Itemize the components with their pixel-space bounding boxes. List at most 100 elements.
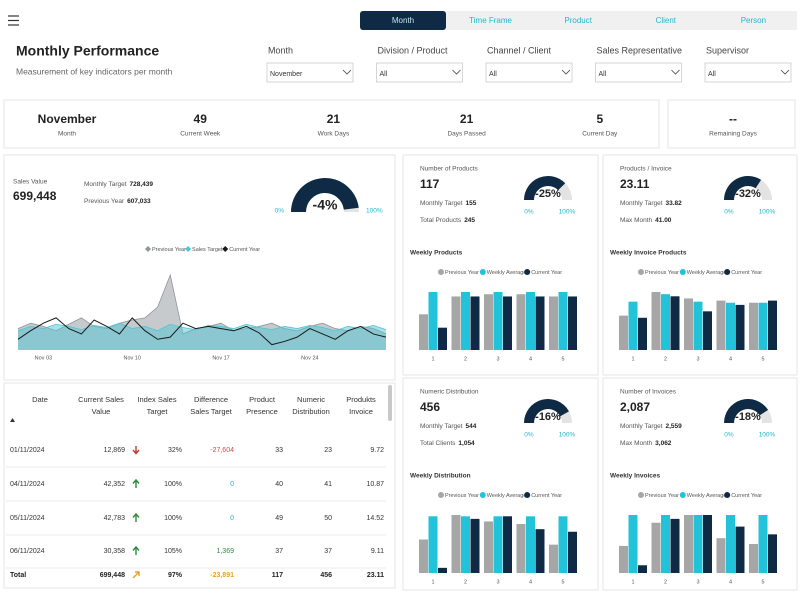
gauge-fill bbox=[724, 176, 762, 200]
gauge-fill bbox=[724, 399, 769, 423]
chevron bbox=[780, 69, 790, 75]
bar bbox=[768, 534, 777, 573]
row-label: 01/11/2024 bbox=[10, 447, 45, 454]
bar bbox=[619, 315, 628, 350]
gauge-max: 100% bbox=[759, 432, 776, 439]
cell: 42,783 bbox=[104, 515, 126, 522]
chevron bbox=[452, 69, 461, 75]
column-header: Invoice bbox=[349, 407, 373, 416]
legend-marker bbox=[479, 269, 486, 275]
dropdown[interactable] bbox=[704, 62, 792, 83]
dropdown[interactable] bbox=[485, 62, 573, 83]
gauge-min: 0% bbox=[524, 209, 534, 216]
legend-marker bbox=[724, 269, 731, 275]
bar bbox=[451, 515, 461, 573]
tab[interactable] bbox=[710, 11, 797, 30]
bar bbox=[670, 518, 680, 573]
bar bbox=[535, 529, 545, 573]
kpi-label: Remaining Days bbox=[709, 131, 757, 138]
bar bbox=[549, 296, 558, 350]
dropdown[interactable] bbox=[376, 62, 463, 83]
tab[interactable] bbox=[360, 11, 446, 30]
bar bbox=[526, 516, 535, 573]
cell: 9.72 bbox=[370, 447, 384, 454]
bar bbox=[638, 565, 647, 573]
target-line: Monthly Target 33.82 bbox=[620, 200, 682, 207]
bar bbox=[768, 300, 777, 350]
bar bbox=[516, 524, 526, 573]
tab[interactable] bbox=[622, 11, 709, 30]
x-tick-label: 4 bbox=[729, 579, 732, 585]
bar bbox=[568, 531, 577, 573]
cell: 456 bbox=[320, 572, 332, 579]
bar bbox=[651, 522, 661, 573]
dropdown[interactable] bbox=[595, 62, 682, 83]
dropdown[interactable] bbox=[266, 62, 354, 83]
x-tick-label: 2 bbox=[464, 356, 467, 362]
sort-arrow[interactable] bbox=[10, 418, 15, 422]
cell: 9.11 bbox=[371, 548, 384, 555]
kpi-value: 21 bbox=[460, 112, 474, 126]
legend-label: Current Year bbox=[731, 270, 762, 276]
column-header: Value bbox=[92, 407, 111, 416]
gauge-min: 0% bbox=[724, 209, 734, 216]
legend-label: Current Year bbox=[731, 493, 762, 499]
column-header: Produkts bbox=[346, 395, 376, 404]
legend-marker bbox=[145, 246, 151, 252]
chart-title: Weekly Invoices bbox=[610, 473, 660, 480]
gauge-fill bbox=[524, 176, 566, 200]
gauge-max: 100% bbox=[366, 208, 383, 215]
x-tick-label: 2 bbox=[464, 579, 467, 585]
bar bbox=[693, 301, 703, 350]
extra-label: Max Month bbox=[620, 217, 653, 224]
target-label: Monthly Target bbox=[420, 200, 463, 207]
bar bbox=[703, 311, 712, 350]
target-value: 544 bbox=[466, 423, 477, 430]
x-tick-label: 3 bbox=[696, 579, 699, 585]
x-tick-label: 3 bbox=[696, 356, 699, 362]
gauge-delta: -16% bbox=[535, 411, 561, 423]
legend-marker bbox=[222, 246, 229, 252]
cell: 105% bbox=[164, 548, 182, 555]
bar bbox=[419, 539, 428, 573]
filter-label: Channel / Client bbox=[487, 45, 552, 55]
bar bbox=[493, 516, 503, 573]
tab[interactable] bbox=[535, 11, 622, 30]
bar bbox=[428, 292, 438, 350]
cell: 699,448 bbox=[100, 572, 125, 579]
x-tick-label: 1 bbox=[631, 356, 634, 362]
tab[interactable] bbox=[447, 11, 534, 30]
bar bbox=[568, 296, 577, 350]
scrollbar[interactable] bbox=[388, 385, 392, 421]
card-value: 456 bbox=[420, 400, 440, 414]
menu-icon[interactable] bbox=[8, 15, 19, 26]
gauge-max: 100% bbox=[559, 432, 576, 439]
bar bbox=[558, 292, 568, 350]
filter-label: Supervisor bbox=[706, 45, 749, 55]
kpi-value: November bbox=[38, 112, 97, 126]
x-tick-label: Nov 24 bbox=[301, 355, 318, 361]
cell: 1,369 bbox=[216, 548, 234, 555]
bar bbox=[716, 300, 726, 350]
previous-line: Previous Year 607,033 bbox=[84, 198, 151, 205]
kpi-value: 21 bbox=[327, 112, 341, 126]
legend-label: Weekly Average bbox=[487, 270, 527, 276]
x-tick-label: 5 bbox=[761, 579, 764, 585]
kpi-label: Current Week bbox=[180, 131, 221, 138]
bar bbox=[726, 515, 735, 573]
bar bbox=[684, 515, 693, 573]
row-label: Total bbox=[10, 572, 26, 579]
target-label: Monthly Target bbox=[620, 200, 663, 207]
chevron bbox=[671, 69, 680, 75]
bar bbox=[758, 302, 768, 350]
dropdown-value: All bbox=[599, 71, 607, 78]
x-tick-label: 2 bbox=[664, 356, 667, 362]
target-line: Monthly Target 155 bbox=[420, 200, 477, 207]
gauge-fill bbox=[524, 399, 569, 423]
bar bbox=[484, 521, 493, 573]
extra-label: Max Month bbox=[620, 440, 653, 447]
bar bbox=[419, 314, 428, 350]
card-value: 2,087 bbox=[620, 400, 650, 414]
cell: 97% bbox=[168, 572, 183, 579]
cell: 50 bbox=[324, 515, 332, 522]
